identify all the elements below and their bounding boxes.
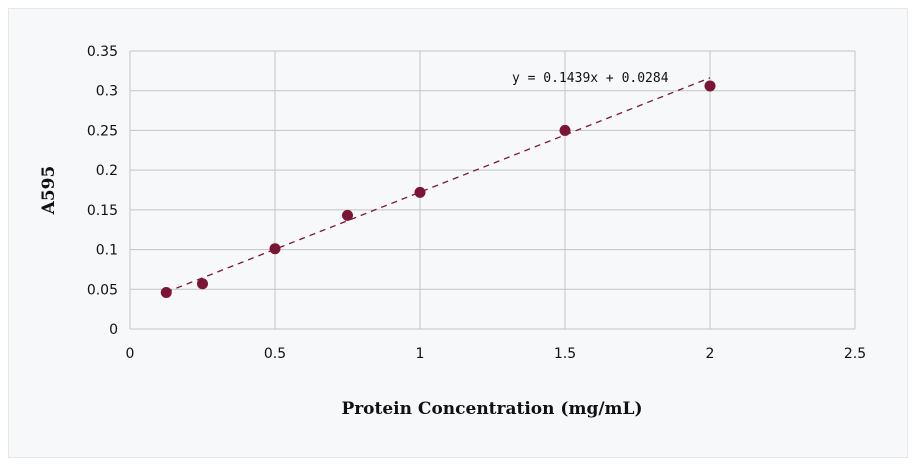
x-tick-label: 1 xyxy=(416,346,425,362)
data-point xyxy=(704,80,716,92)
x-tick-label: 0.5 xyxy=(264,346,286,362)
data-point xyxy=(559,124,571,136)
x-tick-label: 2 xyxy=(706,346,715,362)
data-point xyxy=(197,278,208,290)
y-axis-label: A595 xyxy=(39,166,59,216)
x-tick-label: 0 xyxy=(126,346,135,362)
y-tick-label: 0.35 xyxy=(87,44,118,60)
y-tick-label: 0.3 xyxy=(96,84,118,100)
y-tick-label: 0.05 xyxy=(87,282,118,298)
y-tick-label: 0.2 xyxy=(96,163,118,179)
data-point xyxy=(269,243,281,255)
trendline-equation: y = 0.1439x + 0.0284 xyxy=(512,71,669,86)
trendline xyxy=(166,77,711,293)
y-tick-label: 0.1 xyxy=(96,243,118,259)
y-tick-label: 0.25 xyxy=(87,123,118,139)
x-tick-label: 1.5 xyxy=(554,346,576,362)
data-point xyxy=(342,209,353,221)
data-point xyxy=(414,186,426,198)
y-tick-label: 0.15 xyxy=(87,203,118,219)
chart-panel xyxy=(8,8,908,458)
y-tick-label: 0 xyxy=(109,322,118,338)
x-tick-label: 2.5 xyxy=(844,346,866,362)
data-point xyxy=(160,286,172,298)
x-axis-label: Protein Concentration (mg/mL) xyxy=(341,399,642,419)
